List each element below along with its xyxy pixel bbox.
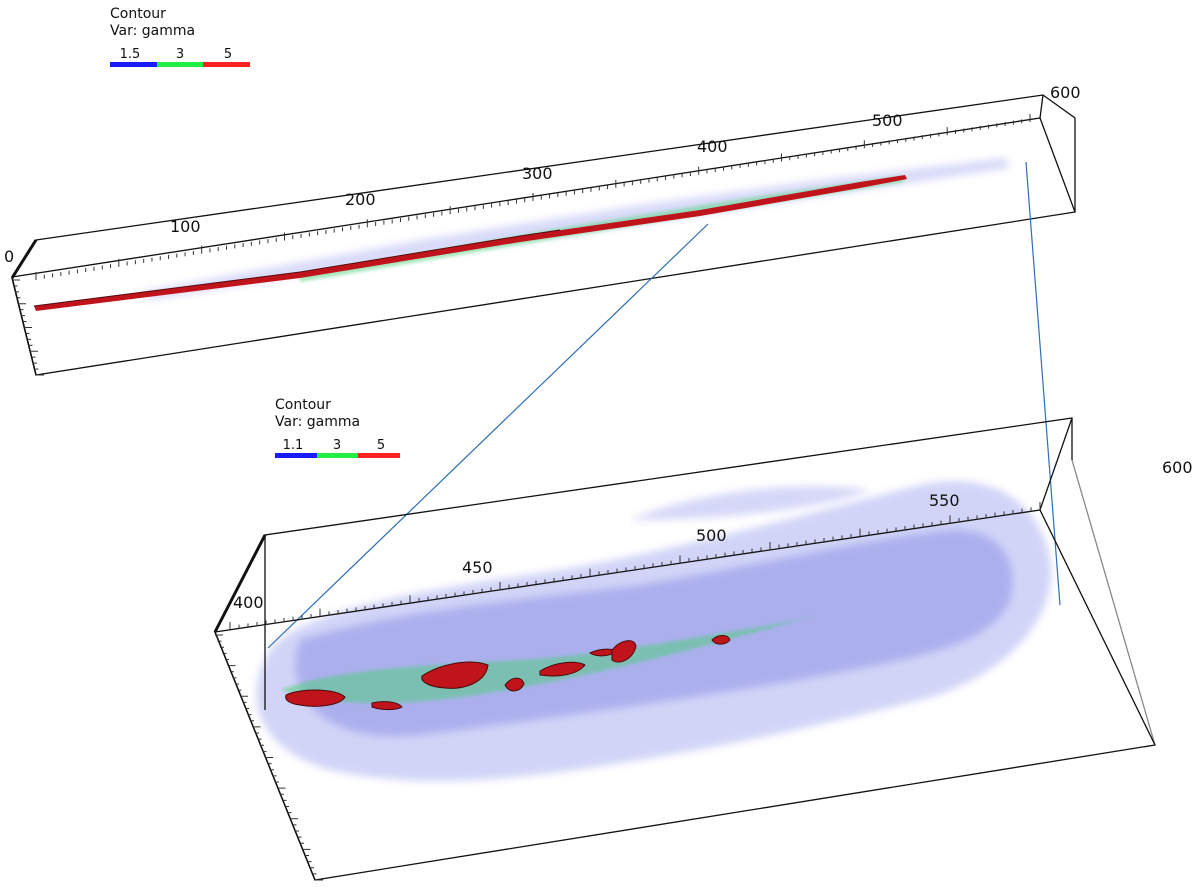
top-axis-ticks bbox=[12, 114, 1031, 376]
bottom-axis-label: 450 bbox=[462, 558, 493, 577]
legend-title: Contour bbox=[275, 397, 331, 413]
legend-variable: Var: gamma bbox=[275, 414, 361, 430]
top-jet-plume bbox=[33, 158, 1010, 311]
colorbar-red bbox=[203, 62, 251, 67]
legend-ticks: 1.5 3 5 bbox=[110, 46, 250, 62]
colorbar-red bbox=[358, 453, 401, 458]
legend-tick: 3 bbox=[175, 47, 185, 62]
top-axis-label: 600 bbox=[1050, 83, 1081, 102]
legend-title: Contour bbox=[110, 6, 166, 22]
legend-bottom: Contour Var: gamma 1.1 3 5 bbox=[275, 397, 401, 458]
top-axis-label: 500 bbox=[872, 111, 903, 130]
colorbar-blue bbox=[110, 62, 157, 67]
bottom-axis-label: 400 bbox=[233, 593, 264, 612]
legend-tick: 5 bbox=[223, 47, 233, 62]
bottom-axis-label: 550 bbox=[929, 491, 960, 510]
bottom-axis-ticks bbox=[215, 502, 1041, 881]
legend-top: Contour Var: gamma 1.5 3 5 bbox=[110, 6, 251, 67]
top-axis-label: 100 bbox=[170, 217, 201, 236]
colorbar-blue bbox=[275, 453, 317, 458]
legend-variable: Var: gamma bbox=[110, 23, 196, 39]
bottom-box-left-axis bbox=[213, 534, 316, 881]
top-axis-label: 400 bbox=[697, 137, 728, 156]
legend-colorbar bbox=[110, 62, 251, 67]
legend-tick: 1.1 bbox=[282, 438, 304, 453]
legend-colorbar bbox=[275, 453, 401, 458]
legend-tick: 3 bbox=[332, 438, 342, 453]
bottom-axis-label: 600 bbox=[1162, 458, 1193, 477]
legend-tick: 1.5 bbox=[119, 47, 141, 62]
bottom-axis-label: 500 bbox=[696, 526, 727, 545]
top-axis-label: 200 bbox=[345, 190, 376, 209]
top-axis-label: 0 bbox=[4, 247, 14, 266]
legend-ticks: 1.1 3 5 bbox=[275, 437, 400, 453]
top-box-left-axis bbox=[10, 239, 38, 376]
colorbar-green bbox=[316, 453, 359, 458]
bottom-jet-cloud bbox=[256, 481, 1052, 781]
zoom-connector-lines bbox=[267, 161, 1061, 649]
legend-tick: 5 bbox=[376, 438, 386, 453]
colorbar-green bbox=[156, 62, 204, 67]
top-axis-label: 300 bbox=[522, 164, 553, 183]
